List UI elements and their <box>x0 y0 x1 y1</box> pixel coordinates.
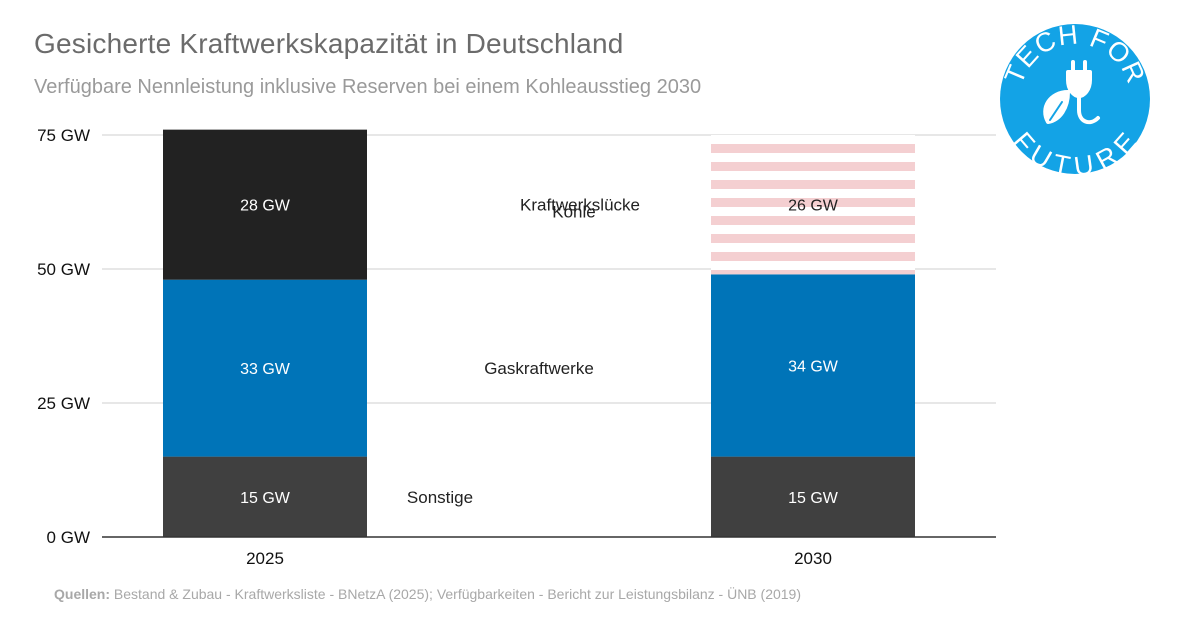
source-note: Quellen: Bestand & Zubau - Kraftwerkslis… <box>54 586 801 602</box>
series-label-kohle: Kohle <box>552 203 595 222</box>
logo-circle <box>1000 24 1150 174</box>
bar-segment-sonstige <box>163 456 367 537</box>
series-label-sonstige: Sonstige <box>407 488 473 507</box>
bar-segment-luecke <box>711 135 915 275</box>
source-text: Bestand & Zubau - Kraftwerksliste - BNet… <box>113 586 801 602</box>
tech-for-future-logo: TECH FOR FUTURE <box>999 22 1150 176</box>
data-label: 34 GW <box>788 358 839 375</box>
data-label: 15 GW <box>240 490 291 507</box>
chart-title: Gesicherte Kraftwerkskapazität in Deutsc… <box>34 28 624 59</box>
series-label-luecke: Kraftwerkslücke <box>520 196 640 215</box>
source-label: Quellen: <box>54 586 111 602</box>
y-tick-label: 75 GW <box>37 126 90 145</box>
bar-segment-sonstige <box>711 456 915 537</box>
bar-segment-gas <box>711 274 915 457</box>
data-label: 33 GW <box>240 361 291 378</box>
y-tick-label: 50 GW <box>37 260 90 279</box>
data-label: 15 GW <box>788 490 839 507</box>
data-label: 26 GW <box>788 198 839 215</box>
data-label: 28 GW <box>240 198 291 215</box>
bar-segment-gas <box>163 279 367 457</box>
bar-segment-kohle <box>163 129 367 280</box>
x-tick-label: 2025 <box>246 549 284 568</box>
chart-subtitle: Verfügbare Nennleistung inklusive Reserv… <box>34 76 702 98</box>
x-tick-label: 2030 <box>794 549 832 568</box>
y-tick-label: 0 GW <box>47 528 90 547</box>
y-tick-label: 25 GW <box>37 394 90 413</box>
series-label-gas: Gaskraftwerke <box>484 359 594 378</box>
plug-leaf-icon <box>1043 60 1100 125</box>
